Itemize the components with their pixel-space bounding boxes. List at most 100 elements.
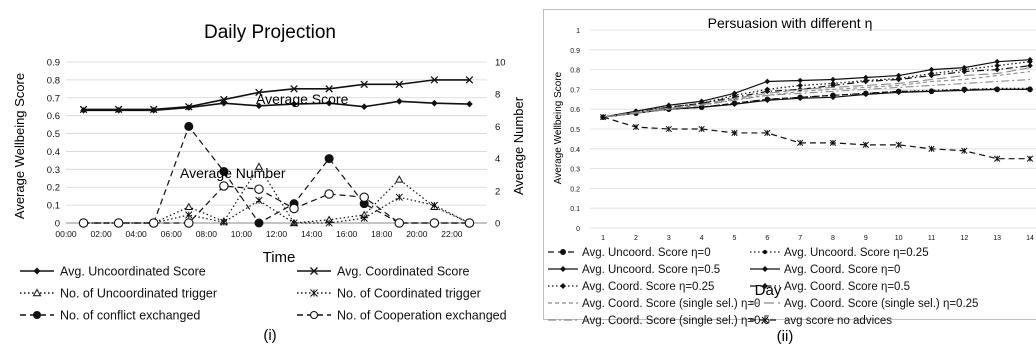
x-tick-label: 1 [601, 235, 605, 242]
y-tick-label: 0.9 [570, 48, 580, 55]
y-tick-label: 0.6 [570, 107, 580, 114]
data-point [895, 141, 902, 148]
legend-item: avg score no advices [750, 315, 892, 327]
series-line-avg-uncoord-score-0 [603, 88, 1030, 118]
data-point [149, 105, 158, 114]
legend-item: Avg. Coord. Score (single sel.) η=0.25 [750, 298, 978, 310]
y-tick-label: 0.7 [47, 93, 60, 104]
grid [590, 29, 1036, 229]
data-point [184, 121, 194, 131]
y-tick-label: 0 [55, 219, 60, 230]
y-tick-label: 0.7 [570, 87, 580, 94]
data-point [360, 214, 368, 222]
data-point [395, 98, 403, 105]
data-point [290, 219, 298, 227]
legend-label: No. of conflict exchanged [60, 309, 200, 323]
data-point [184, 202, 193, 211]
panel-i-chart: Daily Projection 00.10.20.30.40.50.60.70… [12, 22, 526, 344]
panel-label: (i) [263, 327, 276, 344]
data-point [797, 77, 803, 84]
data-point [113, 218, 124, 228]
legend-label: Avg. Uncoordinated Score [60, 265, 206, 279]
x-tick-label: 00:00 [55, 229, 77, 239]
data-point [928, 88, 935, 95]
data-point [148, 218, 159, 228]
data-point [290, 100, 298, 108]
x-tick-label: 06:00 [161, 229, 183, 239]
data-point [994, 66, 1000, 73]
data-point [185, 102, 193, 111]
legend-item: Avg. Uncoord. Score η=0.25 [750, 247, 929, 259]
series-line-no-of-cooperation-exchanged [83, 185, 470, 224]
y-axis-ticks: 0 0.1 0.2 0.3 0.4 0.5 0.6 0.7 0.8 0.9 [47, 58, 60, 230]
data-point [863, 78, 869, 85]
y-axis-label: Average Wellbeing Score [553, 71, 564, 184]
series-line-avg-coord-score-0 [603, 59, 1031, 118]
series-group [599, 56, 1034, 162]
series-line-avg-coordinated-score [83, 79, 470, 111]
x-tick-label: 22:00 [441, 229, 463, 239]
data-point [184, 218, 194, 228]
legend-label: avg score no advices [784, 315, 892, 327]
annotation-average-number: Average Number [180, 165, 286, 181]
annotation-average-score: Average Score [256, 91, 349, 107]
data-point [994, 155, 1001, 162]
x-tick-label: 13 [993, 235, 1001, 242]
x-tick-label: 16:00 [336, 229, 358, 239]
x-tick-label: 12:00 [266, 229, 288, 239]
x-tick-label: 10:00 [231, 229, 253, 239]
x-axis-label: Day [755, 282, 782, 299]
data-point [797, 82, 803, 89]
data-point [994, 62, 1000, 69]
legend-label: Avg. Coord. Score η=0.5 [784, 281, 910, 293]
legend-label: Avg. Coordinated Score [337, 265, 470, 279]
legend-item: Avg. Coord. Score (single sel.) η=0 [548, 298, 760, 310]
legend-marker [761, 316, 769, 324]
data-point [394, 218, 405, 228]
y-tick-label: 0.1 [570, 206, 580, 213]
data-point [430, 76, 439, 84]
y-tick-label: 0.2 [570, 186, 580, 193]
data-point [325, 99, 333, 107]
legend-item: Avg. Uncoord. Score η=0.5 [548, 264, 720, 276]
data-point [290, 85, 298, 93]
data-point [464, 218, 475, 228]
series-group [78, 76, 475, 228]
x-axis-ticks: 1 2 3 4 5 6 7 8 9 10 11 12 13 14 [601, 235, 1034, 242]
y-axis-ticks: 0 0.1 0.2 0.3 0.4 0.5 0.6 0.7 0.8 0.9 1 [570, 28, 580, 233]
data-point [764, 129, 771, 137]
chart-title: Daily Projection [204, 22, 336, 43]
x-tick-label: 4 [700, 235, 704, 242]
legend-marker [310, 267, 318, 275]
x-tick-label: 6 [765, 235, 769, 242]
y2-tick-label: 10 [495, 58, 506, 69]
data-point [324, 154, 334, 164]
legend-marker [762, 266, 768, 272]
data-point [1027, 86, 1033, 93]
y2-tick-label: 2 [495, 186, 500, 197]
data-point [994, 58, 1000, 65]
data-point [219, 181, 229, 191]
series-line-avg-score-no-advices [602, 116, 1030, 160]
x-tick-label: 08:00 [196, 229, 218, 239]
panel-label: (ii) [777, 328, 794, 345]
data-point [325, 85, 333, 93]
series-line-avg-coord-score-single-sel-0-25 [603, 67, 1031, 118]
x-tick-label: 04:00 [126, 229, 148, 239]
y-tick-label: 0.3 [47, 165, 60, 176]
x-tick-label: 8 [831, 235, 835, 242]
y-tick-label: 0.1 [47, 201, 60, 212]
data-point [255, 88, 263, 97]
data-point [961, 68, 968, 75]
y-tick-label: 0.9 [47, 58, 60, 69]
x-tick-label: 11 [928, 235, 935, 242]
data-point [78, 218, 89, 228]
legend-item: Avg. Uncoordinated Score [20, 265, 206, 279]
x-axis-ticks: 00:00 02:00 04:00 06:00 08:00 10:00 12:00 14:00… [55, 229, 462, 239]
data-point [830, 94, 836, 101]
y2-tick-label: 0 [495, 219, 500, 230]
legend-item: Avg. Coord. Score (single sel.) η=0.5 [548, 315, 770, 327]
data-point [665, 125, 672, 133]
legend-label: Avg. Coord. Score η=0.25 [582, 281, 714, 293]
